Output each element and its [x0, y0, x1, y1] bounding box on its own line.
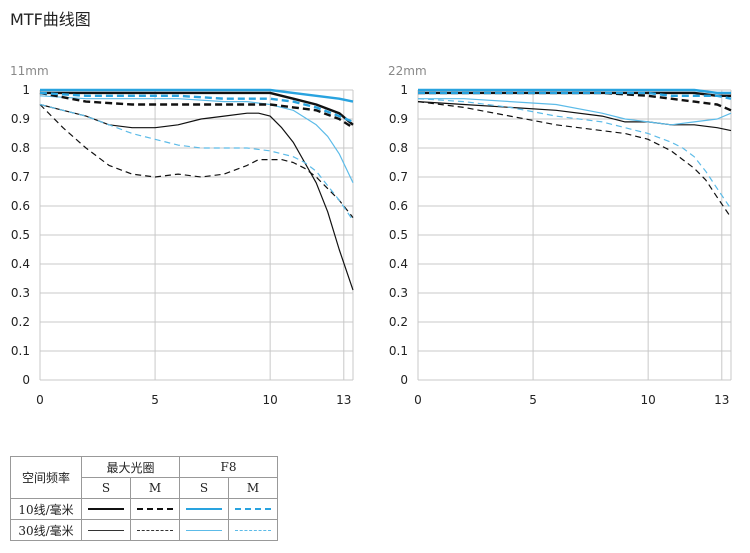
y-tick-label: 1 — [22, 83, 30, 97]
mtf-line-f8-30lp-m — [39, 103, 354, 221]
legend-cell — [130, 519, 180, 541]
y-tick-label: 0.6 — [11, 199, 30, 213]
legend-sample-30-max-m — [137, 529, 173, 531]
mtf-line-f8-10lp-m — [39, 91, 354, 124]
legend-m-f8: M — [228, 477, 278, 499]
x-tick-label: 5 — [529, 393, 537, 407]
y-tick-label: 0.9 — [11, 112, 30, 126]
legend-max-aperture: 最大光圈 — [81, 456, 180, 478]
mtf-line-max-10lp-s — [40, 91, 354, 126]
y-tick-label: 0.5 — [11, 228, 30, 242]
x-tick-label: 13 — [336, 393, 351, 407]
legend-sample-10-max-s — [88, 508, 124, 510]
legend-cell — [179, 498, 229, 520]
y-tick-label: 0.3 — [389, 286, 408, 300]
mtf-line-f8-10lp-s — [40, 88, 354, 103]
legend-sample-10-max-m — [137, 508, 173, 510]
mtf-line-f8-10lp-m — [418, 91, 732, 100]
y-tick-label: 0.1 — [389, 344, 408, 358]
legend-table: 空间频率 最大光圈 F8 S M S M 10线/毫米 30线/毫米 — [10, 456, 278, 541]
mtf-line-f8-30lp-s — [418, 98, 732, 126]
x-tick-label: 0 — [414, 393, 422, 407]
legend-sample-30-max-s — [88, 529, 124, 531]
mtf-line-max-10lp-m — [39, 91, 354, 129]
x-tick-label: 10 — [641, 393, 656, 407]
y-tick-label: 0.2 — [11, 315, 30, 329]
legend-s-max: S — [81, 477, 131, 499]
y-tick-label: 0.1 — [11, 344, 30, 358]
y-tick-label: 0.4 — [389, 257, 408, 271]
mtf-line-f8-30lp-s — [39, 95, 354, 184]
y-tick-label: 0.9 — [389, 112, 408, 126]
legend-sample-30-f8-m — [235, 529, 271, 531]
legend-m-max: M — [130, 477, 180, 499]
x-tick-label: 10 — [263, 393, 278, 407]
x-tick-label: 5 — [151, 393, 159, 407]
y-tick-label: 0.2 — [389, 315, 408, 329]
mtf-line-f8-10lp-s — [418, 88, 731, 95]
focal-length-label: 22mm — [388, 64, 427, 78]
legend-30lp: 30线/毫米 — [10, 519, 82, 541]
y-tick-label: 0 — [400, 373, 408, 387]
legend-s-f8: S — [179, 477, 229, 499]
y-tick-label: 0.8 — [389, 141, 408, 155]
x-tick-label: 13 — [714, 393, 729, 407]
mtf-line-max-30lp-s — [39, 103, 354, 291]
legend-sample-30-f8-s — [186, 529, 222, 531]
x-tick-label: 0 — [36, 393, 44, 407]
mtf-line-max-30lp-m — [417, 101, 732, 218]
focal-length-label: 11mm — [10, 64, 49, 78]
legend-cell — [81, 519, 131, 541]
y-tick-label: 0.3 — [11, 286, 30, 300]
y-tick-label: 0.7 — [11, 170, 30, 184]
mtf-line-max-30lp-s — [417, 101, 732, 132]
mtf-line-max-30lp-m — [39, 104, 354, 218]
y-tick-label: 0.6 — [389, 199, 408, 213]
legend-cell — [179, 519, 229, 541]
mtf-line-f8-30lp-m — [417, 98, 732, 210]
y-tick-label: 0 — [22, 373, 30, 387]
legend-sample-10-f8-m — [235, 508, 271, 510]
y-tick-label: 0.8 — [11, 141, 30, 155]
y-tick-label: 1 — [400, 83, 408, 97]
legend-f8: F8 — [179, 456, 278, 478]
legend-cell — [228, 498, 278, 520]
page-title: MTF曲线图 — [10, 10, 91, 29]
legend-cell — [130, 498, 180, 520]
y-tick-label: 0.7 — [389, 170, 408, 184]
legend-sample-10-f8-s — [186, 508, 222, 510]
legend-spatial-frequency: 空间频率 — [10, 456, 82, 499]
y-tick-label: 0.5 — [389, 228, 408, 242]
legend-cell — [228, 519, 278, 541]
y-tick-label: 0.4 — [11, 257, 30, 271]
legend-cell — [81, 498, 131, 520]
legend-10lp: 10线/毫米 — [10, 498, 82, 520]
